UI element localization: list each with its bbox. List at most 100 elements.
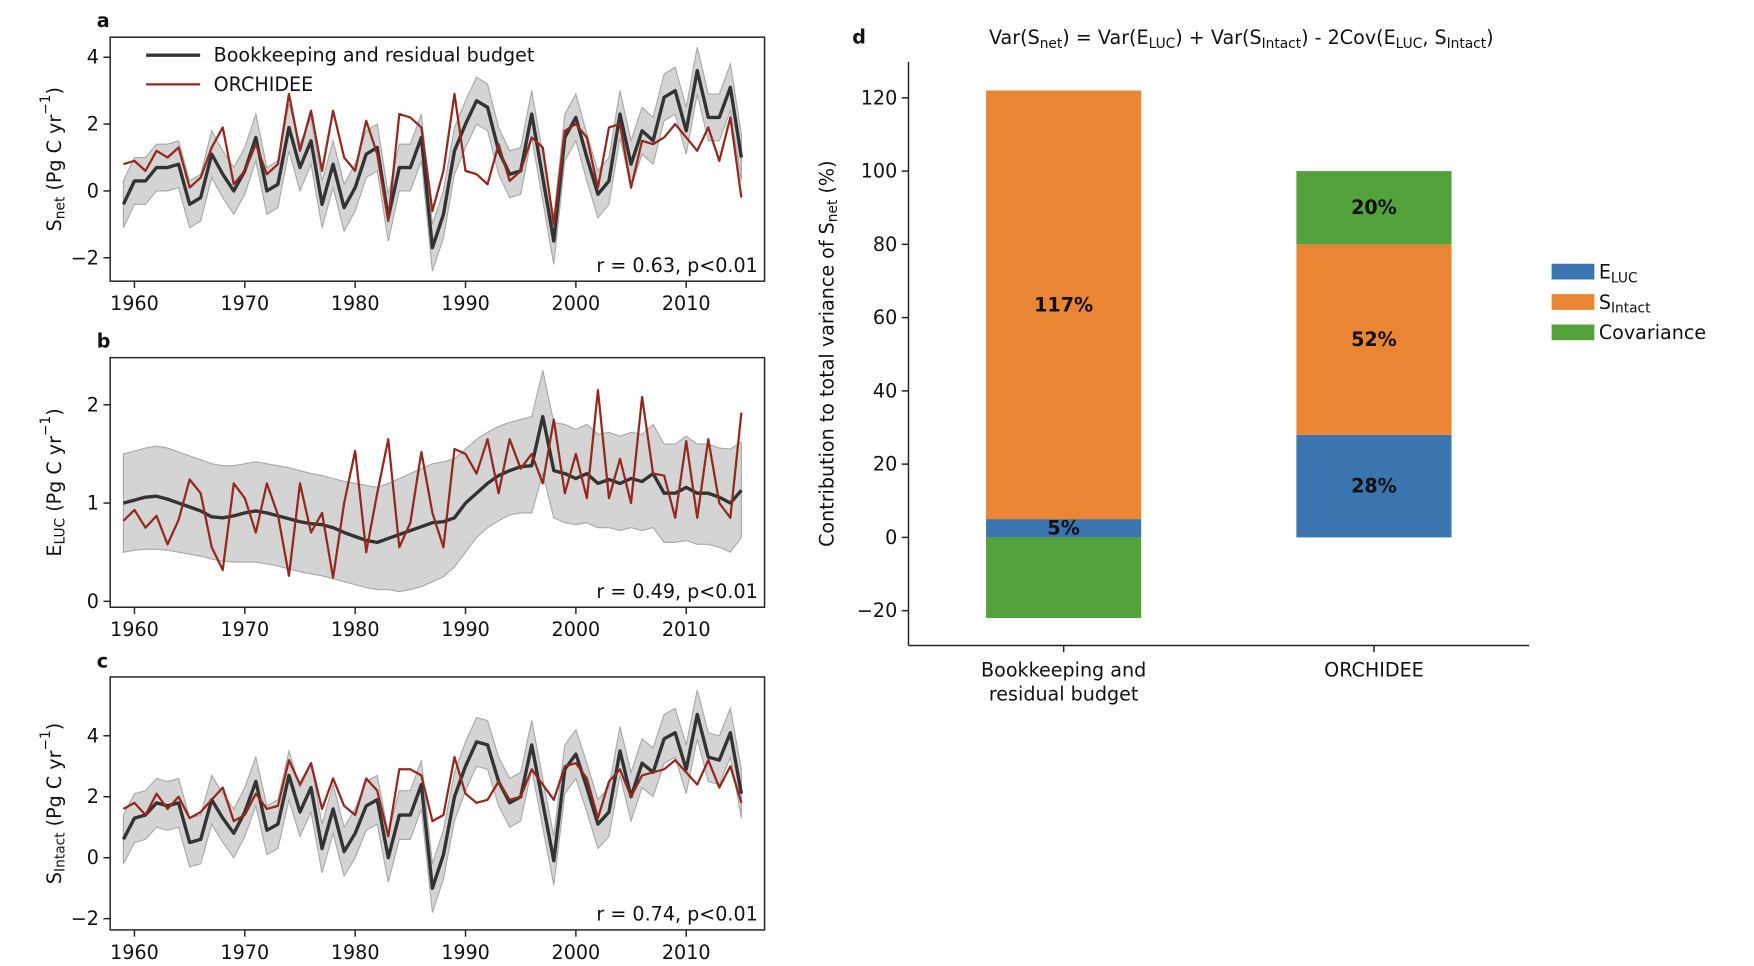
x-tick-label: 1990 xyxy=(441,618,490,641)
series-line xyxy=(121,712,744,890)
bar-value-label: 52% xyxy=(1351,328,1397,351)
y-tick-label: 100 xyxy=(861,160,897,183)
y-tick-label: 0 xyxy=(87,179,99,202)
y-tick-label: 0 xyxy=(885,526,897,549)
y-tick-label: 2 xyxy=(87,393,99,416)
text-part: Var(S xyxy=(989,26,1040,49)
series-line xyxy=(121,68,744,250)
legend-label: Bookkeeping and residual budget xyxy=(214,44,535,67)
text-part: Intact xyxy=(1447,36,1487,52)
panel-letter: d xyxy=(852,26,866,49)
text-part: , S xyxy=(1422,26,1446,49)
bar-segment xyxy=(1296,244,1452,435)
y-tick-label: 120 xyxy=(861,86,897,109)
bar-value-label: 20% xyxy=(1351,196,1397,219)
y-tick-label: 4 xyxy=(87,46,99,69)
x-tick-label: 1970 xyxy=(220,941,269,964)
text-part: Intact xyxy=(1611,301,1651,317)
legend-label: Covariance xyxy=(1599,321,1706,344)
x-tick-label: 2010 xyxy=(662,292,711,315)
text-part: LUC xyxy=(1396,36,1423,52)
x-tick-label: 1990 xyxy=(441,941,490,964)
annotation: r = 0.74, p<0.01 xyxy=(596,903,757,926)
series-line xyxy=(122,414,743,545)
series-line xyxy=(122,388,743,579)
bar-segment xyxy=(986,537,1142,618)
x-tick-label: 2000 xyxy=(552,941,601,964)
text-part: S xyxy=(42,872,65,884)
y-tick-label: 60 xyxy=(873,306,897,329)
axes-frame xyxy=(109,676,766,931)
text-part: (%) xyxy=(815,160,838,199)
text-part: S xyxy=(42,219,65,231)
bar-segment xyxy=(1296,434,1452,538)
text-part: LUC xyxy=(53,518,69,545)
text-part: E xyxy=(1599,260,1611,283)
text-part: net xyxy=(53,196,69,219)
x-tick-label: 1970 xyxy=(220,618,269,641)
x-tick-label: 1960 xyxy=(110,941,159,964)
text-part: (Pg C yr xyxy=(42,115,65,197)
axes-frame xyxy=(109,356,766,608)
y-axis-label: Contribution to total variance of Snet (… xyxy=(815,160,841,546)
y-axis-label: SIntact (Pg C yr−1) xyxy=(38,723,69,884)
text-part: ) = Var(E xyxy=(1062,26,1148,49)
text-part: ) xyxy=(1486,26,1493,49)
x-tick-label: 1960 xyxy=(110,618,159,641)
y-tick-label: 80 xyxy=(873,233,897,256)
x-tick-label: 1980 xyxy=(331,618,380,641)
legend-label: SIntact xyxy=(1599,290,1651,316)
text-part: ) - 2Cov(E xyxy=(1301,26,1396,49)
panel-letter: c xyxy=(97,650,108,673)
panel-letter: b xyxy=(97,329,111,352)
text-part: ) xyxy=(42,408,65,415)
text-part: ) xyxy=(42,87,65,94)
legend-swatch xyxy=(1551,324,1595,341)
y-axis-label: ELUC (Pg C yr−1) xyxy=(38,408,69,556)
annotation: r = 0.63, p<0.01 xyxy=(596,254,757,277)
y-tick-label: 4 xyxy=(87,724,99,747)
y-tick-label: 2 xyxy=(87,785,99,808)
x-tick-label: 2000 xyxy=(552,618,601,641)
text-part: LUC xyxy=(1611,270,1638,286)
text-part: −1 xyxy=(38,730,54,750)
uncertainty-band xyxy=(122,370,742,593)
text-part: Contribution to total variance of S xyxy=(815,222,838,547)
bar-segment xyxy=(986,90,1142,520)
y-tick-label: 40 xyxy=(873,379,897,402)
y-tick-label: 20 xyxy=(873,453,897,476)
x-tick-label: 1960 xyxy=(110,292,159,315)
series-line xyxy=(122,755,743,838)
bar-segment xyxy=(986,519,1142,538)
text-part: S xyxy=(1599,290,1611,313)
text-part: net xyxy=(825,199,841,222)
x-tick-label: ORCHIDEE xyxy=(1324,659,1424,682)
legend-label: ORCHIDEE xyxy=(214,73,314,96)
bar-value-label: 5% xyxy=(1047,517,1079,540)
x-tick-label: 2010 xyxy=(662,941,711,964)
x-tick-label: 2010 xyxy=(662,618,711,641)
annotation: r = 0.49, p<0.01 xyxy=(596,580,757,603)
y-tick-label: 0 xyxy=(87,846,99,869)
text-part: ) xyxy=(42,723,65,730)
legend-swatch xyxy=(1551,263,1595,280)
x-tick-label: 1970 xyxy=(220,292,269,315)
y-tick-label: −20 xyxy=(857,599,897,622)
text-part: E xyxy=(42,545,65,557)
y-tick-label: 2 xyxy=(87,113,99,136)
bar-value-label: 28% xyxy=(1351,475,1397,498)
x-tick-label: Bookkeeping and xyxy=(981,659,1146,682)
chart-title: Var(Snet) = Var(ELUC) + Var(SIntact) - 2… xyxy=(989,26,1494,52)
x-tick-label: 1980 xyxy=(331,292,380,315)
text-part: net xyxy=(1040,36,1063,52)
series-line xyxy=(123,92,743,226)
axes-frame xyxy=(109,36,766,282)
x-tick-label: 1990 xyxy=(441,292,490,315)
bar-segment xyxy=(1296,171,1452,245)
bar-value-label: 117% xyxy=(1034,293,1093,316)
text-part: (Pg C yr xyxy=(42,436,65,518)
x-tick-label: 1980 xyxy=(331,941,380,964)
x-tick-label: residual budget xyxy=(989,682,1139,705)
text-part: Intact xyxy=(1262,36,1302,52)
